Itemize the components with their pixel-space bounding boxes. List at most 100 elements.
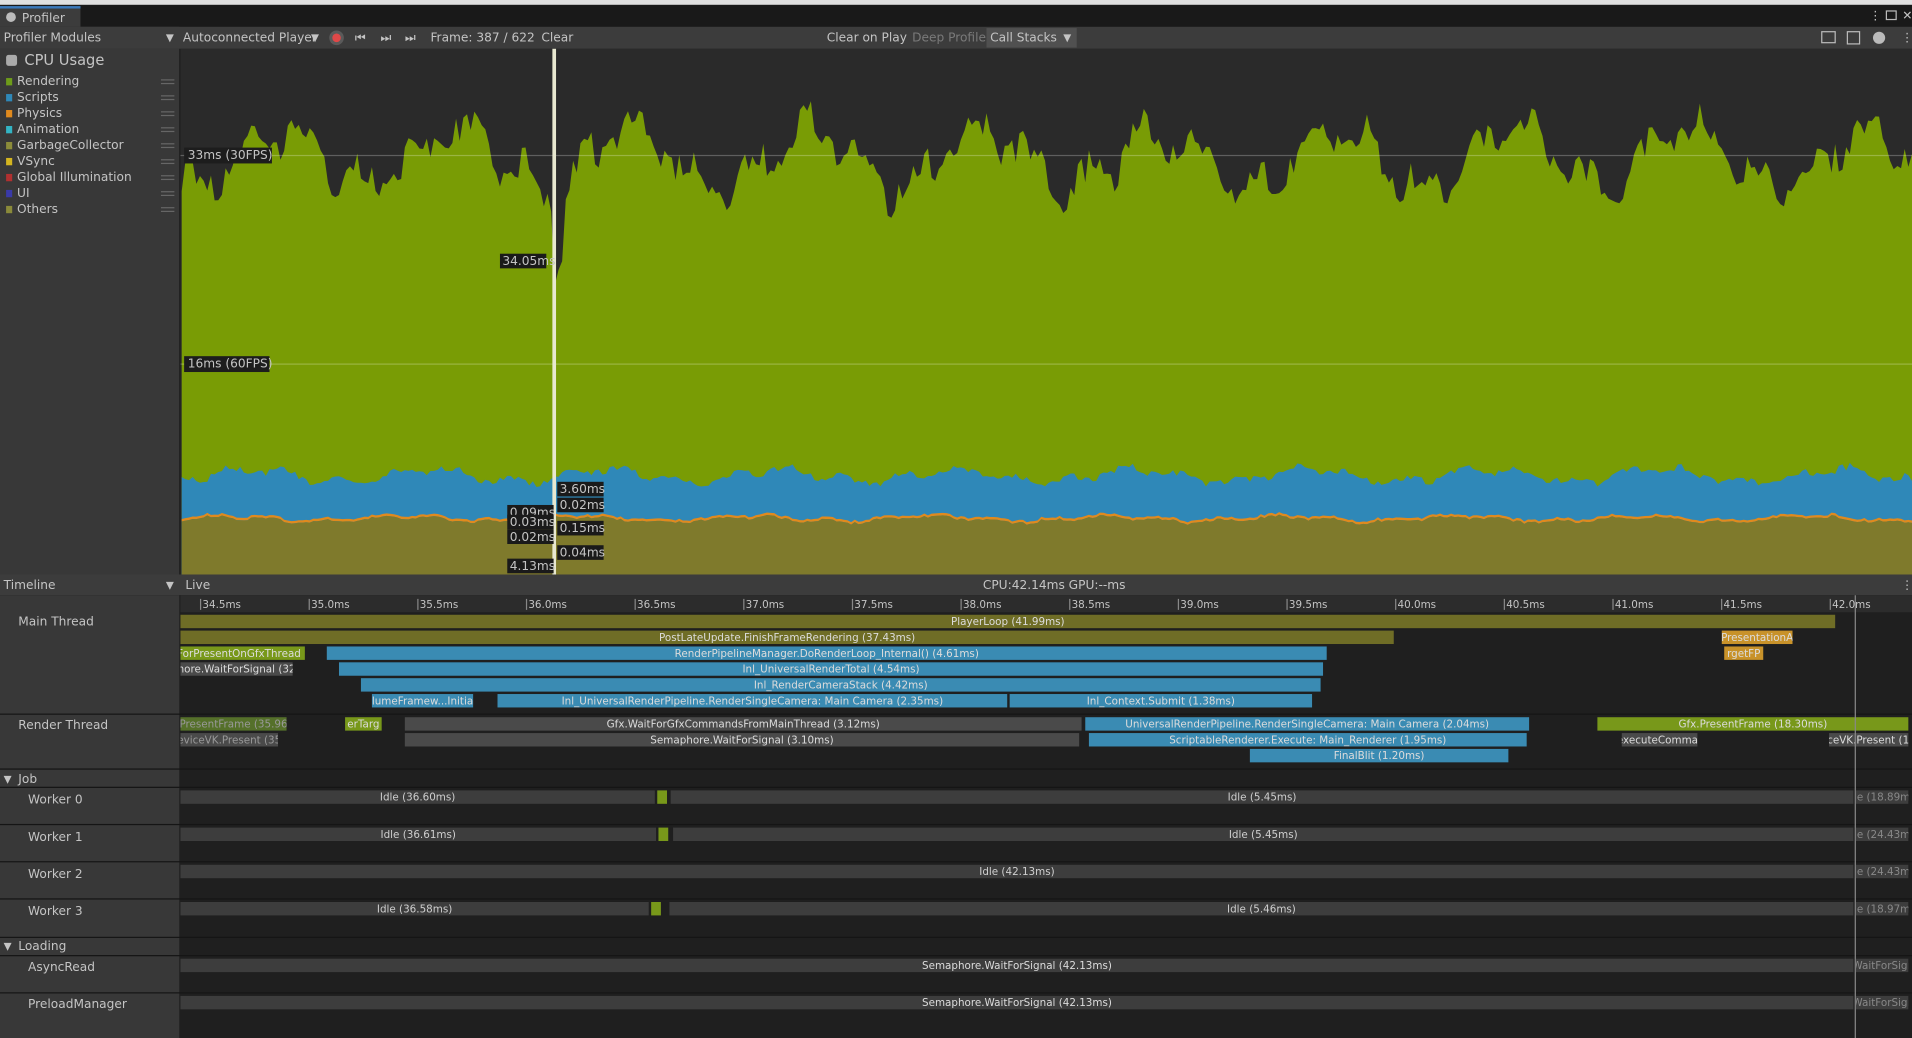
selection-label: 0.02ms <box>560 498 605 512</box>
legend-label[interactable]: UI <box>17 186 30 200</box>
legend-label[interactable]: GarbageCollector <box>17 138 125 152</box>
sample-bar[interactable] <box>1724 646 1764 660</box>
sample-bar[interactable] <box>669 901 1854 916</box>
legend-label[interactable]: Global Illumination <box>17 170 132 184</box>
timeline-mode[interactable]: Timeline <box>3 578 56 592</box>
sample-bar[interactable] <box>326 646 1327 660</box>
sample-bar[interactable] <box>497 694 1008 708</box>
sample-bar[interactable] <box>404 733 1080 747</box>
sample-bar[interactable] <box>180 827 657 842</box>
group-name[interactable]: Loading <box>18 939 66 953</box>
sample-bar[interactable] <box>404 717 1082 731</box>
sample-bar[interactable] <box>180 864 1854 879</box>
load-button[interactable] <box>1821 31 1836 44</box>
physics-area <box>181 512 1912 525</box>
sample-bar[interactable] <box>180 790 655 804</box>
group-name[interactable]: Job <box>17 772 37 786</box>
sample-bar[interactable] <box>1721 630 1793 645</box>
ruler-tick <box>1829 598 1831 610</box>
maximize[interactable] <box>1885 10 1897 21</box>
sample-bar[interactable] <box>1855 995 1909 1010</box>
legend-swatch <box>6 205 13 214</box>
sample-bar[interactable] <box>180 958 1854 973</box>
sample-bar[interactable] <box>180 662 293 676</box>
ruler-tick <box>308 598 310 610</box>
clear-button[interactable]: Clear <box>541 30 574 44</box>
legend-label[interactable]: Others <box>17 202 58 216</box>
ruler-label: 40.0ms <box>1398 599 1437 611</box>
close[interactable]: ✕ <box>1902 8 1912 22</box>
tab-icon <box>6 12 16 22</box>
tab-highlight <box>0 6 81 9</box>
rendering-area <box>181 101 1912 575</box>
legend-label[interactable]: Physics <box>17 106 62 120</box>
menu-dots[interactable]: ⋮ <box>1869 8 1881 22</box>
sample-bar[interactable] <box>1829 733 1909 747</box>
help-button[interactable] <box>1872 31 1886 44</box>
sample-bar[interactable] <box>673 827 1854 842</box>
clear-on-play[interactable]: Clear on Play <box>827 30 907 44</box>
sample-bar[interactable] <box>670 790 1854 804</box>
modules-dropdown[interactable] <box>0 26 180 49</box>
thread-separator <box>0 861 1912 863</box>
sample-bar[interactable] <box>180 733 279 747</box>
sample-bar[interactable] <box>1621 733 1698 747</box>
sample-bar[interactable] <box>1855 901 1909 916</box>
legend-handle <box>160 143 175 145</box>
legend-label[interactable]: Rendering <box>17 74 79 88</box>
options[interactable]: ⋮ <box>1901 30 1912 44</box>
foldout-arrow[interactable]: ▼ <box>4 773 12 785</box>
sample-bar[interactable] <box>1249 748 1509 763</box>
sample-bar[interactable] <box>1855 827 1909 842</box>
thread-separator <box>0 786 1912 788</box>
thread-name: Render Thread <box>18 718 108 732</box>
sample-bar[interactable] <box>345 717 382 731</box>
sample-bar[interactable] <box>1085 717 1530 731</box>
sample-bar[interactable] <box>1855 790 1909 804</box>
sample-bar[interactable] <box>1088 733 1527 747</box>
legend-label[interactable]: Animation <box>17 122 79 136</box>
legend-handle <box>160 162 175 165</box>
thread-name: Worker 1 <box>28 830 83 844</box>
deep-profile[interactable]: Deep Profile <box>912 30 986 44</box>
sample-label: Inl_Context.Submit (1.38ms) <box>1087 695 1235 707</box>
sample-bar[interactable] <box>371 694 474 708</box>
ruler-tick <box>1069 598 1071 610</box>
legend-label[interactable]: Scripts <box>17 90 59 104</box>
thread-name: AsyncRead <box>28 960 95 974</box>
sample-label: PresentationA <box>1721 632 1793 644</box>
legend-handle <box>160 210 175 212</box>
options[interactable]: ⋮ <box>1901 578 1912 592</box>
sample-bar[interactable] <box>360 678 1321 692</box>
ruler-label: 42.0ms <box>1832 599 1871 611</box>
sample-bar[interactable] <box>1597 717 1909 731</box>
legend-handle <box>160 114 175 117</box>
first-frame[interactable]: ⏮ <box>355 30 366 44</box>
sample-bar[interactable] <box>180 995 1854 1010</box>
sample-bar[interactable] <box>180 614 1836 629</box>
ruler-label: 37.0ms <box>746 599 785 611</box>
last-frame[interactable]: ⏭ <box>405 30 416 44</box>
legend-label[interactable]: VSync <box>17 154 55 168</box>
selection-label: 0.04ms <box>560 546 605 560</box>
sample-bar[interactable] <box>1855 958 1909 973</box>
legend-handle <box>160 146 175 149</box>
thread-name: Main Thread <box>18 615 94 629</box>
sample-bar[interactable] <box>180 630 1394 645</box>
foldout-arrow[interactable]: ▼ <box>4 941 12 953</box>
tab[interactable] <box>0 6 81 27</box>
save-button[interactable] <box>1846 31 1861 45</box>
selection-line <box>552 48 557 575</box>
sample-bar[interactable] <box>180 717 287 731</box>
legend-handle <box>160 191 175 193</box>
thread-separator <box>0 768 1912 770</box>
sample-bar[interactable] <box>338 662 1324 676</box>
next-frame[interactable]: ⏭ <box>380 30 391 44</box>
call-stacks-button[interactable] <box>986 28 1077 48</box>
sample-bar[interactable] <box>1009 694 1313 708</box>
sample-bar[interactable] <box>1855 864 1909 879</box>
sample-bar[interactable] <box>180 646 305 660</box>
player-dropdown[interactable]: Autoconnected Player <box>183 30 318 44</box>
sample-bar[interactable] <box>180 901 649 916</box>
dropdown-arrow: ▼ <box>311 32 319 44</box>
